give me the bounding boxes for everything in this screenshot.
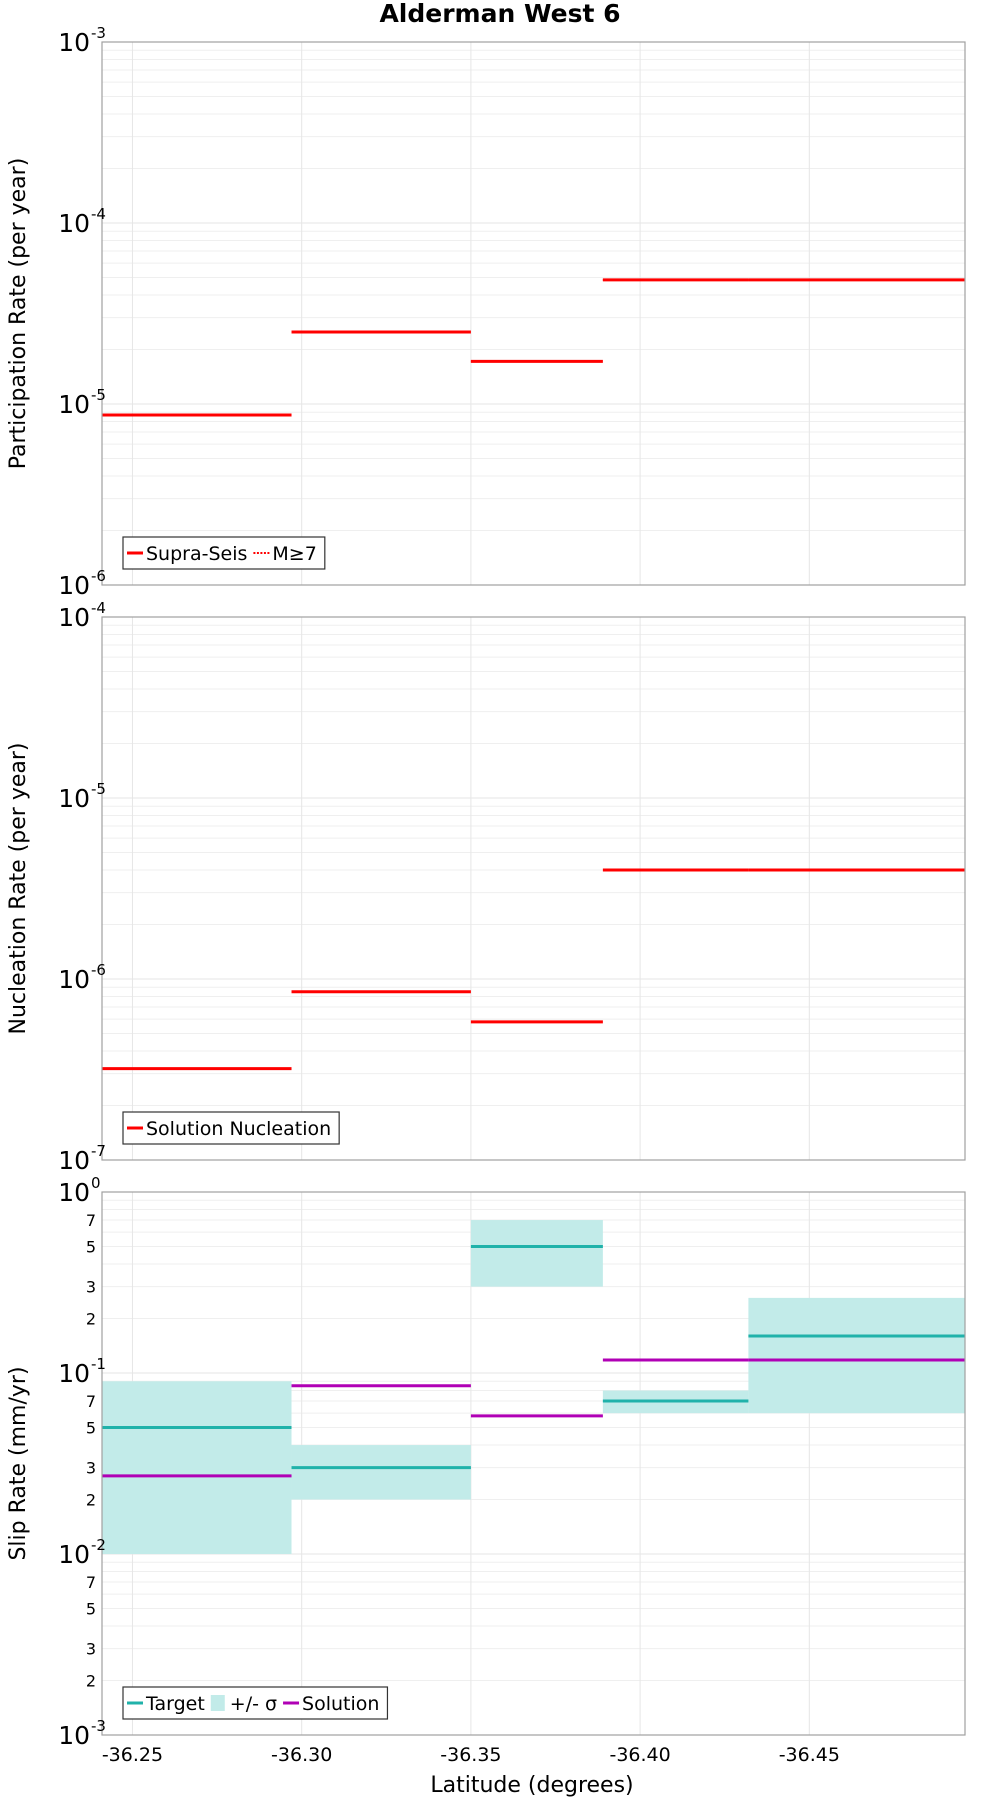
y-tick-label: 10 -3 xyxy=(58,24,106,57)
y-minor-tick-label: 7 xyxy=(86,1392,96,1411)
y-axis-label: Slip Rate (mm/yr) xyxy=(6,1366,31,1560)
legend-items: Solution Nucleation xyxy=(127,1118,331,1140)
y-tick-exponent: -5 xyxy=(91,780,106,798)
y-minor-tick-label: 7 xyxy=(86,1573,96,1592)
x-tick-label: -36.35 xyxy=(440,1744,501,1766)
legend-label: M≥7 xyxy=(272,543,316,565)
y-tick-exponent: -7 xyxy=(91,1142,106,1160)
y-minor-tick-label: 3 xyxy=(86,1459,96,1478)
y-tick-label: 10 -5 xyxy=(58,780,106,813)
y-tick-label: 10 -6 xyxy=(58,961,106,994)
legend-label: Solution Nucleation xyxy=(146,1118,331,1140)
y-tick-base: 10 xyxy=(58,1359,90,1388)
legend-frame xyxy=(122,1686,389,1720)
y-tick-exponent: 0 xyxy=(91,1174,101,1192)
y-tick-exponent: -6 xyxy=(91,961,106,979)
x-tick-label: -36.30 xyxy=(271,1744,332,1766)
y-tick-base: 10 xyxy=(58,1178,90,1207)
y-minor-tick-label: 2 xyxy=(86,1491,96,1510)
y-tick-base: 10 xyxy=(58,390,90,419)
sigma-band-box xyxy=(291,1445,471,1500)
legend-label: Supra-Seis xyxy=(146,543,247,565)
y-minor-tick-label: 5 xyxy=(86,1237,96,1256)
y-tick-label: 10 -4 xyxy=(58,599,106,632)
y-tick-label: 10 -2 xyxy=(58,1536,106,1569)
sigma-band-box xyxy=(748,1297,965,1414)
y-tick-exponent: -4 xyxy=(91,599,106,617)
legend-label: Solution xyxy=(302,1693,379,1715)
chart-title: Alderman West 6 xyxy=(379,0,620,28)
y-minor-tick-label: 5 xyxy=(86,1599,96,1618)
y-tick-base: 10 xyxy=(58,1721,90,1750)
legend-frame xyxy=(122,536,326,570)
y-tick-label: 10 -1 xyxy=(58,1355,106,1388)
y-tick-exponent: -4 xyxy=(91,205,106,223)
y-tick-base: 10 xyxy=(58,965,90,994)
y-tick-label: 10 -6 xyxy=(58,567,106,600)
y-tick-label: 10 -3 xyxy=(58,1717,106,1750)
y-minor-tick-label: 7 xyxy=(86,1211,96,1230)
y-axis-label: Participation Rate (per year) xyxy=(6,158,31,470)
band-group xyxy=(102,1220,965,1554)
series-m-7 xyxy=(470,278,965,363)
legend: Solution Nucleation xyxy=(122,1111,340,1145)
grid-lines xyxy=(102,617,965,1161)
plot-frame xyxy=(101,41,966,586)
y-tick-base: 10 xyxy=(58,603,90,632)
legend-label: Target xyxy=(145,1693,205,1715)
legend: Target +/- σ Solution xyxy=(122,1686,389,1720)
series-solution-nucleation xyxy=(102,868,965,1071)
legend-items: Target +/- σ Solution xyxy=(127,1693,379,1715)
y-tick-exponent: -3 xyxy=(91,24,106,42)
x-tick-label: -36.45 xyxy=(779,1744,840,1766)
y-axis-label: Nucleation Rate (per year) xyxy=(6,743,31,1035)
x-axis-label: Latitude (degrees) xyxy=(430,1773,633,1798)
y-tick-exponent: -3 xyxy=(91,1717,106,1735)
y-tick-label: 10 0 xyxy=(58,1174,100,1207)
plot-frame xyxy=(101,1191,966,1736)
legend-frame xyxy=(122,1111,340,1145)
plot-frame xyxy=(101,616,966,1161)
y-tick-base: 10 xyxy=(58,1540,90,1569)
legend-items: Supra-Seis M≥7 xyxy=(127,543,317,565)
y-tick-label: 10 -4 xyxy=(58,205,106,238)
y-tick-base: 10 xyxy=(58,571,90,600)
y-tick-base: 10 xyxy=(58,28,90,57)
series-target xyxy=(102,1244,965,1470)
x-tick-label: -36.25 xyxy=(102,1744,163,1766)
y-tick-exponent: -5 xyxy=(91,386,106,404)
y-minor-tick-label: 2 xyxy=(86,1672,96,1691)
y-tick-exponent: -2 xyxy=(91,1536,106,1554)
x-tick-label: -36.40 xyxy=(609,1744,670,1766)
grid-lines xyxy=(102,42,965,586)
legend: Supra-Seis M≥7 xyxy=(122,536,326,570)
series-solution xyxy=(102,1358,965,1478)
y-minor-tick-label: 3 xyxy=(86,1278,96,1297)
y-tick-exponent: -1 xyxy=(91,1355,106,1373)
sigma-band-box xyxy=(102,1381,292,1554)
legend-label: +/- σ xyxy=(230,1693,277,1715)
y-tick-label: 10 -7 xyxy=(58,1142,106,1175)
y-tick-label: 10 -5 xyxy=(58,386,106,419)
y-tick-base: 10 xyxy=(58,1146,90,1175)
y-minor-tick-label: 5 xyxy=(86,1418,96,1437)
y-tick-exponent: -6 xyxy=(91,567,106,585)
y-minor-tick-label: 3 xyxy=(86,1640,96,1659)
y-minor-tick-label: 2 xyxy=(86,1310,96,1329)
sigma-band-box xyxy=(470,1220,603,1287)
y-tick-base: 10 xyxy=(58,209,90,238)
legend-swatch-box xyxy=(210,1695,225,1711)
y-tick-base: 10 xyxy=(58,784,90,813)
